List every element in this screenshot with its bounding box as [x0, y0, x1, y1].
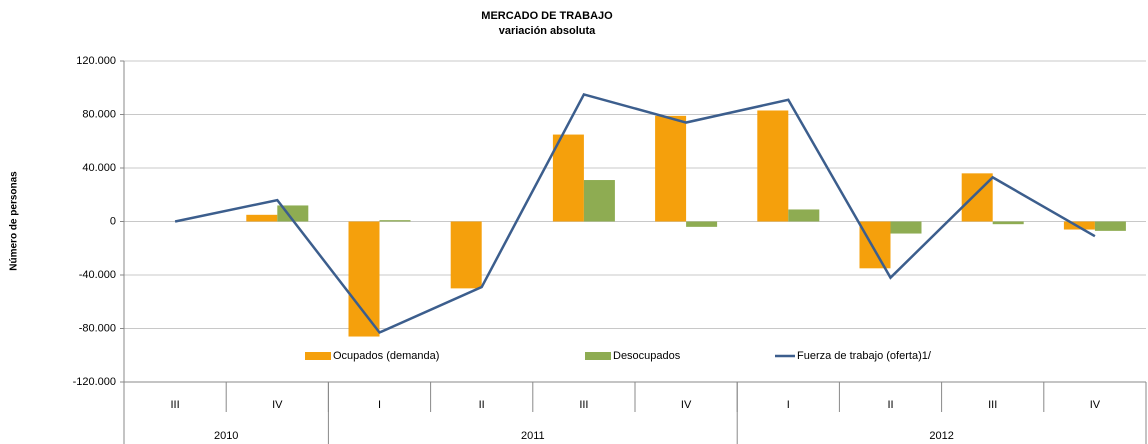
bar [1094, 221, 1126, 231]
bar [686, 221, 718, 227]
group-label: 2011 [521, 430, 545, 442]
x-tick-label: I [787, 399, 790, 411]
chart-title: MERCADO DE TRABAJO [481, 10, 613, 22]
group-label: 2010 [214, 430, 238, 442]
bar [1063, 221, 1095, 230]
y-tick-label: -80.000 [79, 322, 116, 334]
bar [348, 221, 380, 337]
x-tick-label: II [887, 399, 893, 411]
y-tick-label: 120.000 [76, 55, 116, 67]
x-tick-label: III [988, 399, 997, 411]
bar [890, 221, 922, 234]
bar [246, 214, 278, 222]
chart-subtitle: variación absoluta [499, 25, 596, 37]
x-tick-label: IV [681, 399, 692, 411]
y-tick-label: -120.000 [73, 376, 116, 388]
bar [992, 221, 1024, 225]
legend-swatch [585, 352, 611, 360]
bar [583, 180, 615, 222]
y-tick-label: 80.000 [82, 108, 116, 120]
bar [788, 209, 820, 222]
x-tick-label: III [171, 399, 180, 411]
x-tick-label: IV [272, 399, 283, 411]
y-tick-label: 0 [110, 215, 116, 227]
x-tick-label: II [479, 399, 485, 411]
x-tick-label: I [378, 399, 381, 411]
group-label: 2012 [929, 430, 953, 442]
bar [757, 110, 789, 222]
y-tick-label: -40.000 [79, 269, 116, 281]
bar [859, 221, 891, 269]
line [174, 92, 1096, 335]
y-tick-label: 40.000 [82, 162, 116, 174]
x-tick-label: IV [1090, 399, 1101, 411]
bar [655, 115, 687, 222]
legend-label: Ocupados (demanda) [333, 350, 439, 362]
bar [552, 134, 584, 222]
legend-label: Desocupados [613, 350, 681, 362]
bar [450, 221, 482, 289]
bar [379, 220, 411, 222]
legend-label: Fuerza de trabajo (oferta)1/ [797, 350, 932, 362]
legend-swatch [305, 352, 331, 360]
y-axis-label: Número de personas [9, 171, 20, 271]
x-tick-label: III [579, 399, 588, 411]
